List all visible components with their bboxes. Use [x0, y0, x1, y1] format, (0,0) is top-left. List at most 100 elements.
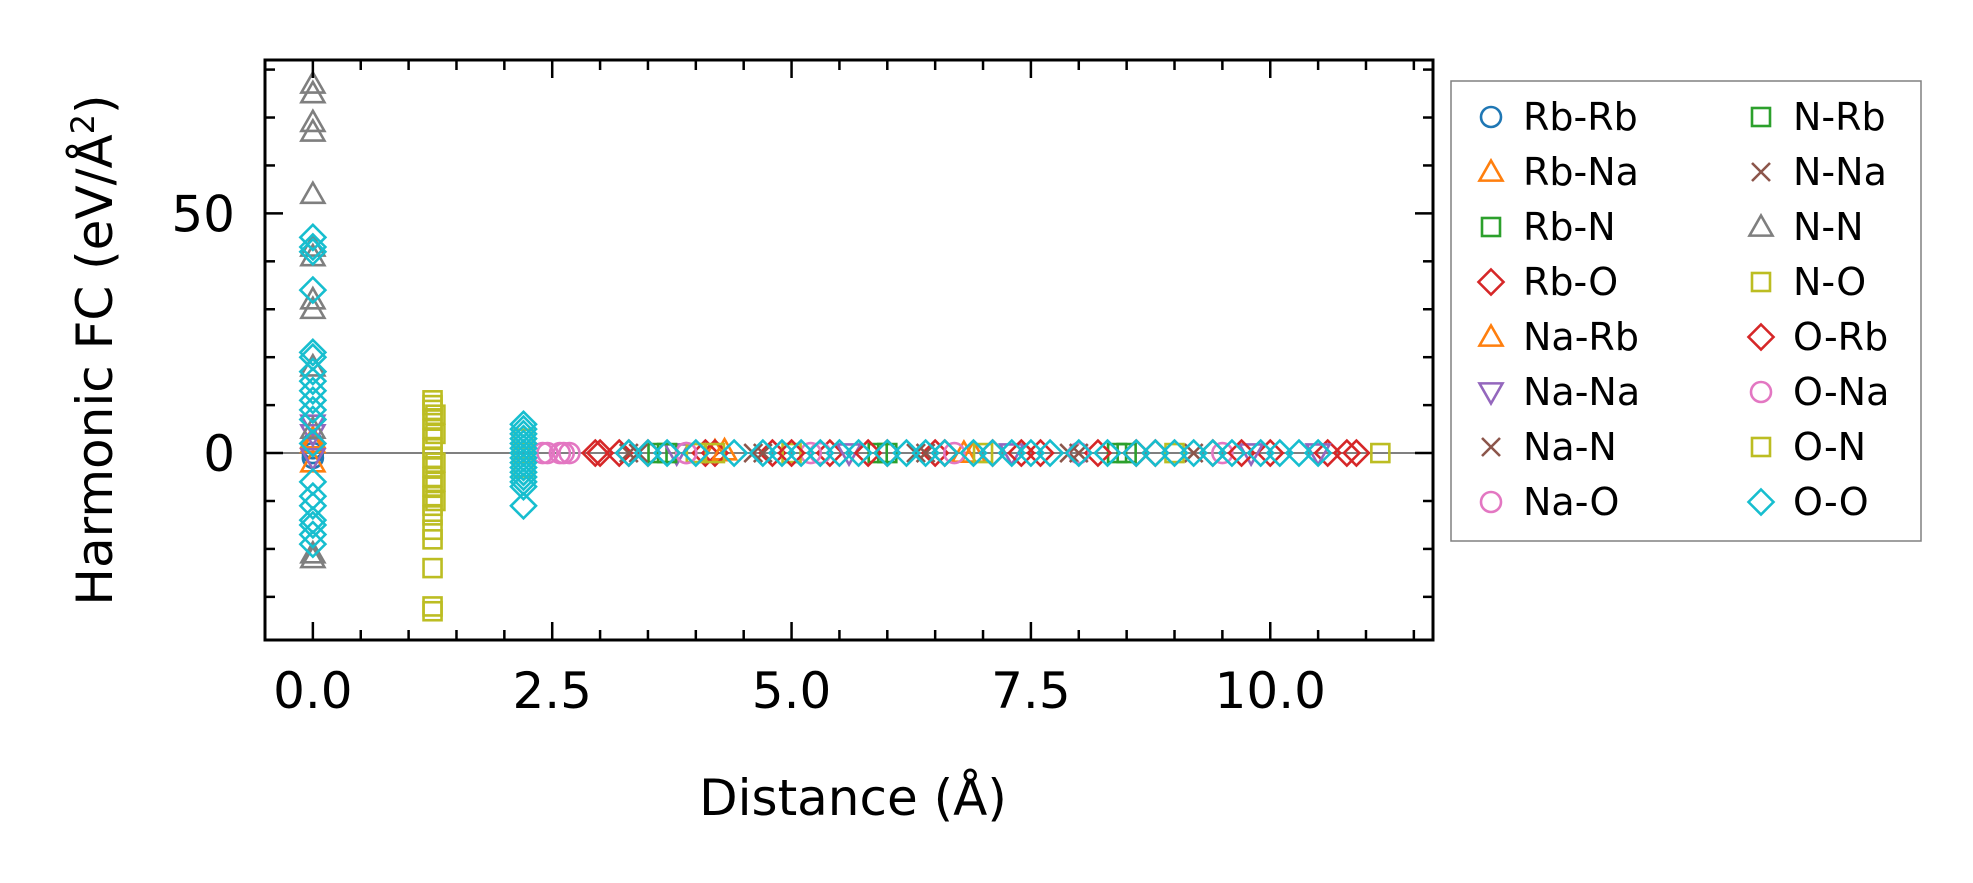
data-point	[585, 438, 615, 468]
data-point	[777, 438, 806, 468]
data-point	[853, 438, 883, 468]
x-tick-label: 10.0	[1215, 662, 1326, 720]
data-point	[758, 438, 787, 468]
data-point	[1067, 441, 1091, 465]
data-point	[298, 491, 328, 521]
legend-label: Rb-O	[1523, 260, 1618, 304]
data-point	[1006, 438, 1036, 468]
data-point	[298, 338, 328, 367]
data-point	[298, 385, 328, 415]
data-point	[1342, 438, 1371, 468]
data-point	[604, 438, 634, 468]
data-point	[298, 357, 328, 386]
data-point	[299, 544, 327, 569]
data-point	[298, 237, 328, 267]
legend-marker	[1749, 380, 1773, 404]
x-tick-label: 5.0	[752, 662, 832, 720]
x-tick-label: 2.5	[512, 662, 592, 720]
data-point	[1035, 438, 1065, 468]
data-point	[509, 453, 538, 482]
legend-label: N-O	[1793, 260, 1866, 304]
data-point	[299, 429, 327, 454]
data-point	[1093, 438, 1122, 468]
data-point	[911, 438, 940, 468]
data-point	[299, 180, 327, 205]
legend-entry: O-Rb	[1746, 315, 1888, 359]
data-point	[299, 79, 327, 104]
data-point	[781, 442, 802, 464]
data-point	[825, 438, 854, 468]
x-tick-label: 7.5	[991, 662, 1071, 720]
data-point	[299, 447, 327, 472]
data-point	[299, 295, 327, 320]
data-point	[298, 481, 328, 511]
data-point	[548, 441, 572, 465]
data-point	[972, 442, 994, 464]
legend-entry: Rb-Rb	[1479, 95, 1638, 139]
data-point	[892, 438, 921, 468]
data-point	[844, 438, 873, 468]
legend-entry: Na-Na	[1477, 370, 1640, 414]
legend-label: N-N	[1793, 205, 1864, 249]
data-point	[1303, 438, 1333, 468]
data-point	[422, 557, 443, 579]
data-point	[425, 490, 446, 512]
legend-marker	[1750, 271, 1772, 293]
data-point	[674, 441, 698, 465]
data-point	[422, 529, 443, 550]
legend-marker	[1477, 382, 1505, 407]
legend-label: O-Na	[1793, 370, 1889, 414]
y-tick-label: 0	[203, 425, 235, 483]
data-point	[509, 462, 538, 492]
series-o-na	[536, 441, 832, 465]
series-o-o	[298, 223, 1333, 559]
legend-entry: N-Rb	[1750, 95, 1886, 139]
data-point	[681, 438, 711, 468]
data-point	[422, 600, 443, 622]
data-point	[298, 467, 328, 497]
x-tick-label: 0.0	[273, 662, 353, 720]
data-point	[1227, 438, 1256, 468]
legend-label: Na-O	[1523, 480, 1619, 524]
data-point	[614, 438, 644, 468]
data-point	[298, 223, 328, 252]
data-point	[580, 438, 610, 468]
data-point	[978, 438, 1007, 468]
legend-label: Na-N	[1523, 425, 1617, 469]
data-point	[1217, 438, 1247, 468]
data-point	[1179, 438, 1208, 468]
data-point	[1116, 442, 1137, 464]
data-point	[298, 275, 328, 305]
legend-entry: N-Na	[1751, 150, 1887, 194]
data-point	[930, 438, 960, 468]
legend-entry: O-Na	[1749, 370, 1889, 414]
data-point	[998, 443, 1026, 468]
legend-label: Rb-Na	[1523, 150, 1639, 194]
data-point	[509, 457, 538, 487]
data-point	[997, 438, 1027, 468]
data-point	[719, 438, 749, 468]
legend-label: Na-Rb	[1523, 315, 1639, 359]
data-point	[1211, 441, 1234, 465]
data-point	[1237, 443, 1265, 468]
legend-marker	[1751, 162, 1771, 182]
legend-marker	[1750, 106, 1772, 128]
data-point	[943, 441, 966, 465]
data-point	[1160, 438, 1189, 468]
data-point	[805, 438, 835, 468]
legend-label: O-N	[1793, 425, 1866, 469]
data-point	[1141, 438, 1170, 468]
data-point	[1304, 443, 1332, 468]
data-point	[1198, 438, 1228, 468]
data-point	[298, 429, 328, 458]
legend-marker	[1746, 487, 1776, 517]
axes: 0.0 2.5 5.0 7.5 10.0 0 50	[171, 58, 1435, 720]
data-point	[652, 438, 682, 468]
legend-label: O-O	[1793, 480, 1869, 524]
legend-marker	[1476, 267, 1506, 297]
data-point	[835, 443, 863, 468]
data-point	[876, 442, 898, 464]
data-point	[767, 438, 797, 468]
legend-marker	[1747, 212, 1775, 237]
